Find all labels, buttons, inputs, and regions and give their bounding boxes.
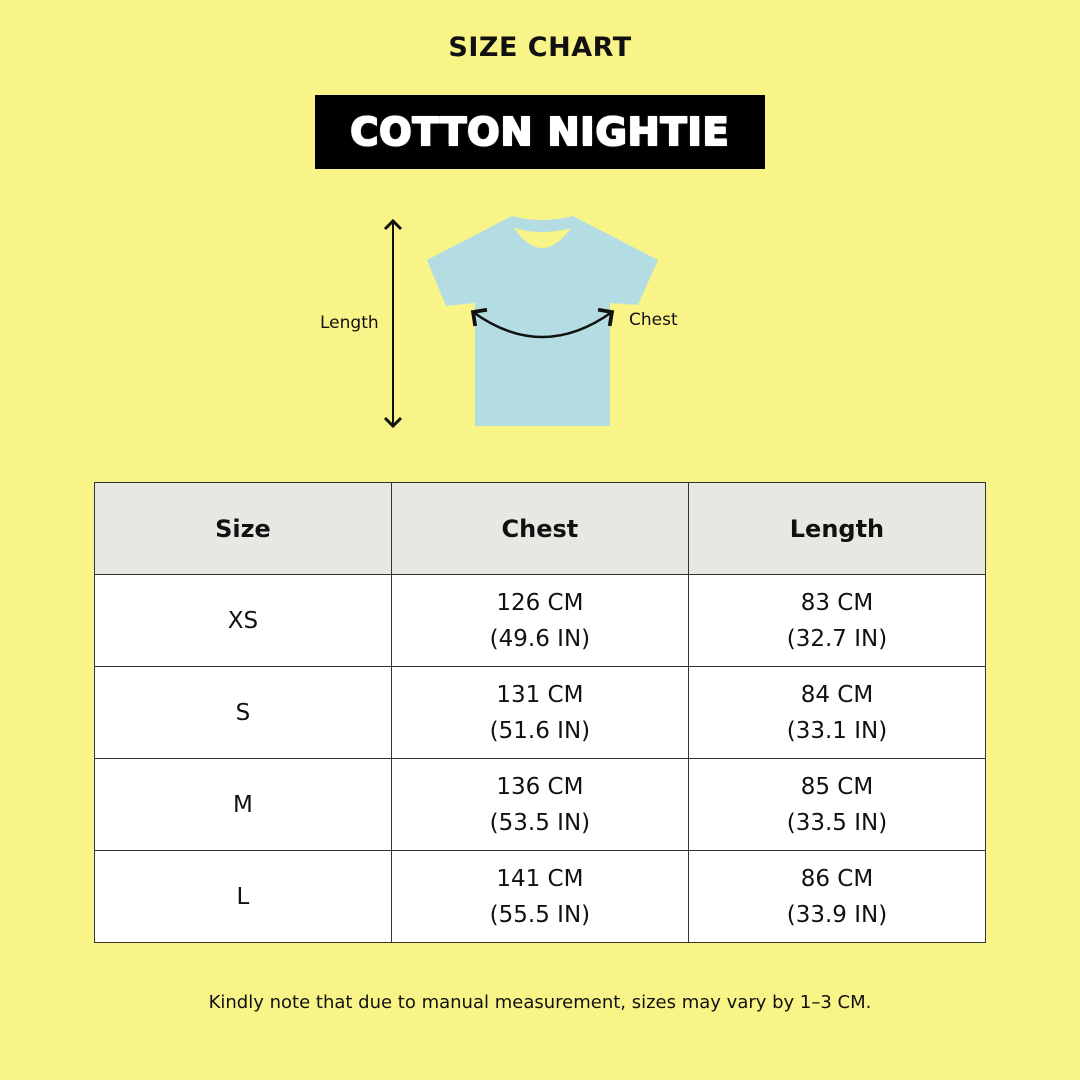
product-name: COTTON NIGHTIE — [349, 109, 730, 155]
header-size: Size — [94, 482, 392, 575]
size-cell: S — [94, 666, 392, 759]
chest-cell: 126 CM (49.6 IN) — [390, 574, 689, 667]
chest-arrow — [470, 307, 615, 339]
chest-label: Chest — [629, 310, 678, 330]
length-cm: 83 CM — [800, 589, 874, 616]
measurement-note: Kindly note that due to manual measureme… — [208, 992, 872, 1013]
chest-in: (55.5 IN) — [489, 901, 591, 928]
tshirt-diagram — [383, 216, 658, 429]
header-length: Length — [687, 482, 987, 575]
length-label: Length — [320, 313, 379, 333]
chest-cell: 141 CM (55.5 IN) — [390, 850, 689, 943]
size-cell: XS — [94, 574, 392, 667]
length-in: (33.9 IN) — [786, 901, 888, 928]
chest-in: (51.6 IN) — [489, 717, 591, 744]
product-banner: COTTON NIGHTIE — [315, 95, 765, 169]
page-title: SIZE CHART — [448, 32, 632, 63]
size-cell: L — [94, 850, 392, 943]
header-chest: Chest — [390, 482, 689, 575]
length-cell: 84 CM (33.1 IN) — [687, 666, 987, 759]
length-in: (33.1 IN) — [786, 717, 888, 744]
table-row: S 131 CM (51.6 IN) 84 CM (33.1 IN) — [94, 666, 987, 759]
chest-in: (49.6 IN) — [489, 625, 591, 652]
chest-cm: 126 CM — [496, 589, 584, 616]
chest-in: (53.5 IN) — [489, 809, 591, 836]
length-cm: 86 CM — [800, 865, 874, 892]
chest-cm: 141 CM — [496, 865, 584, 892]
tshirt-icon — [427, 216, 658, 426]
chest-cm: 136 CM — [496, 773, 584, 800]
size-table: Size Chest Length XS 126 CM (49.6 IN) 83 … — [94, 482, 987, 943]
length-cm: 85 CM — [800, 773, 874, 800]
length-cell: 83 CM (32.7 IN) — [687, 574, 987, 667]
table-row: XS 126 CM (49.6 IN) 83 CM (32.7 IN) — [94, 574, 987, 667]
table-row: L 141 CM (55.5 IN) 86 CM (33.9 IN) — [94, 850, 987, 943]
length-cell: 86 CM (33.9 IN) — [687, 850, 987, 943]
chest-cm: 131 CM — [496, 681, 584, 708]
length-in: (33.5 IN) — [786, 809, 888, 836]
chest-cell: 131 CM (51.6 IN) — [390, 666, 689, 759]
table-header-row: Size Chest Length — [94, 482, 987, 575]
length-cell: 85 CM (33.5 IN) — [687, 758, 987, 851]
length-cm: 84 CM — [800, 681, 874, 708]
chest-cell: 136 CM (53.5 IN) — [390, 758, 689, 851]
table-row: M 136 CM (53.5 IN) 85 CM (33.5 IN) — [94, 758, 987, 851]
size-cell: M — [94, 758, 392, 851]
length-in: (32.7 IN) — [786, 625, 888, 652]
